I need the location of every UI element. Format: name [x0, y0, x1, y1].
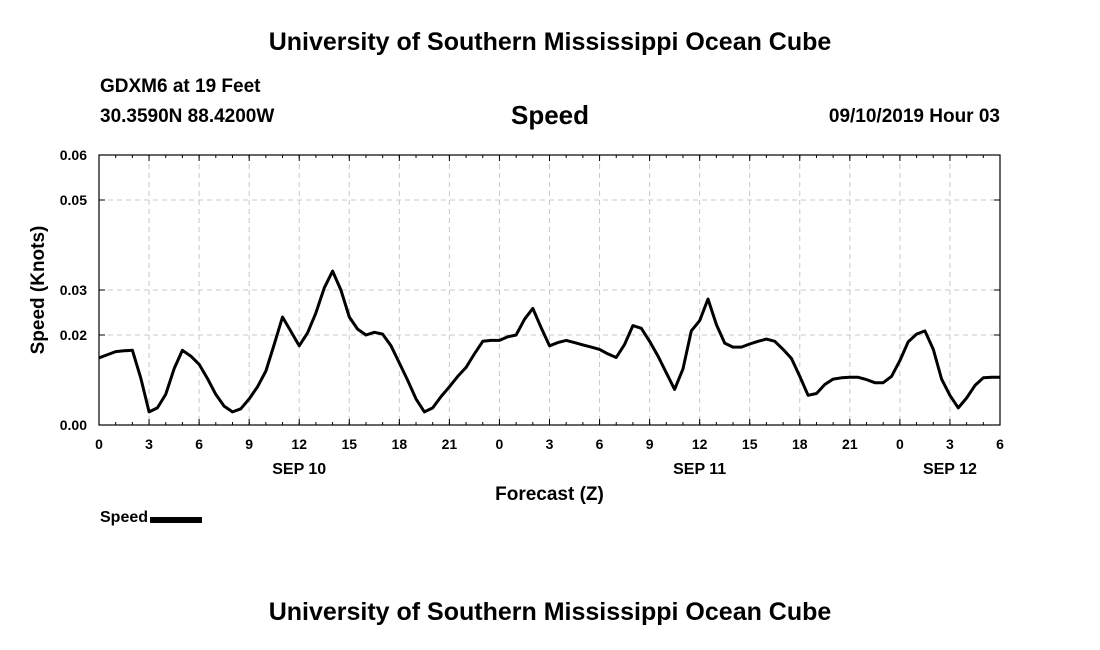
axes: [98, 154, 1001, 426]
legend-label: Speed: [100, 509, 149, 526]
plot-frame: [98, 154, 1001, 426]
y-tick-label: 0.02: [60, 327, 87, 343]
station-label: GDXM6 at 19 Feet: [100, 76, 261, 97]
y-tick-label: 0.05: [60, 192, 87, 208]
x-tick-label: 21: [842, 436, 858, 452]
x-tick-label: 12: [291, 436, 307, 452]
date-label: SEP 11: [673, 461, 726, 478]
date-label: SEP 10: [272, 461, 326, 478]
x-tick-label: 0: [95, 436, 103, 452]
x-tick-label: 3: [946, 436, 954, 452]
coordinates-label: 30.3590N 88.4200W: [100, 106, 275, 127]
x-tick-label: 18: [792, 436, 808, 452]
y-tick-label: 0.06: [60, 147, 87, 163]
y-tick-label: 0.00: [60, 417, 87, 433]
variable-title: Speed: [510, 100, 590, 130]
axis-labels: 0 3 6 9 12 15 18 21 0 3 6 9 12 15 18 21 0 3 6 0.00 0.02 0.03 0…: [28, 147, 1004, 505]
x-tick-label: 6: [996, 436, 1004, 452]
y-axis-title: Speed (Knots): [28, 226, 49, 355]
grid-lines: [99, 155, 1000, 425]
series-layer: [98, 269, 1000, 414]
legend-swatch: [150, 517, 203, 523]
x-tick-label: 0: [496, 436, 504, 452]
datetime-label: 09/10/2019 Hour 03: [828, 106, 1000, 127]
x-axis-title: Forecast (Z): [495, 484, 604, 505]
y-tick-label: 0.03: [60, 282, 87, 298]
x-tick-label: 6: [596, 436, 604, 452]
x-tick-label: 6: [195, 436, 203, 452]
x-tick-label: 15: [742, 436, 758, 452]
legend: Speed: [100, 509, 203, 527]
x-tick-label: 0: [896, 436, 904, 452]
footer-title: University of Southern Mississippi Ocean…: [268, 598, 832, 626]
x-tick-label: 18: [392, 436, 408, 452]
x-tick-label: 12: [692, 436, 708, 452]
series-line-speed: [98, 269, 1000, 414]
x-tick-label: 3: [145, 436, 153, 452]
x-tick-label: 21: [442, 436, 458, 452]
date-label: SEP 12: [923, 461, 977, 478]
x-tick-label: 9: [646, 436, 654, 452]
page-title: University of Southern Mississippi Ocean…: [268, 28, 832, 56]
x-tick-label: 15: [341, 436, 357, 452]
x-tick-label: 3: [546, 436, 554, 452]
x-tick-label: 9: [245, 436, 253, 452]
